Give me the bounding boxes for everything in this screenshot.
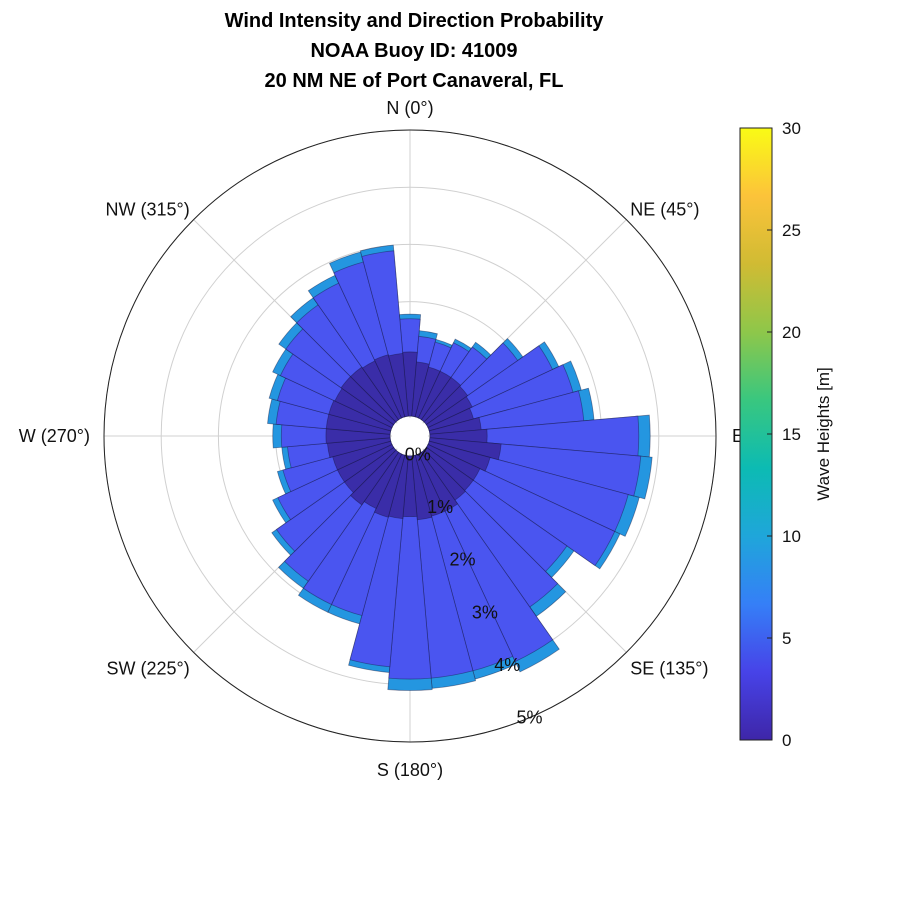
wind-bar-320-bin0 — [349, 366, 400, 423]
wind-bar-110-bin0 — [427, 440, 491, 472]
direction-label: NW (315°) — [106, 200, 190, 220]
radial-tick-label: 5% — [517, 708, 543, 728]
wind-bar-60-bin0 — [425, 396, 473, 429]
polar-labels: N (0°)NE (45°)ESE (135°)S (180°)SW (225°… — [19, 98, 744, 780]
direction-label: SW (225°) — [107, 658, 190, 678]
wind-bar-270-bin0 — [325, 428, 391, 444]
wind-bar-90-bin0 — [429, 428, 488, 444]
wind-bar-190-bin0 — [388, 454, 409, 520]
wind-bar-50-bin0 — [423, 385, 469, 426]
chart-title: Wind Intensity and Direction Probability… — [0, 6, 828, 96]
colorbar-tick-label: 20 — [782, 323, 801, 342]
wind-bar-330-bin0 — [361, 360, 403, 421]
wind-rose-bars — [267, 244, 653, 691]
wind-bar-350-bin0 — [388, 352, 409, 418]
direction-label: SE (135°) — [630, 658, 708, 678]
direction-label: W (270°) — [19, 426, 90, 446]
center-hole — [392, 418, 428, 454]
title-line-1: Wind Intensity and Direction Probability — [224, 10, 604, 32]
wind-bar-10-bin0 — [411, 361, 430, 418]
radial-tick-label: 0% — [405, 444, 431, 464]
wind-bar-290-bin0 — [328, 399, 393, 432]
wind-bar-100-bin0 — [428, 437, 502, 461]
colorbar: 0 5 10 15 20 25 30 Wave Heights [m] — [739, 119, 833, 750]
direction-label: S (180°) — [377, 760, 443, 780]
wind-bar-200-bin0 — [373, 453, 406, 518]
wind-bar-310-bin0 — [340, 375, 397, 426]
direction-label: N (0°) — [386, 98, 433, 118]
wind-bar-240-bin0 — [336, 443, 395, 483]
radial-tick-label: 4% — [494, 655, 520, 675]
wind-bar-220-bin0 — [349, 449, 400, 506]
wind-bar-130-bin0 — [423, 446, 474, 492]
direction-label: NE (45°) — [630, 200, 699, 220]
colorbar-tick-label: 25 — [782, 221, 801, 240]
wind-bar-20-bin0 — [414, 366, 441, 419]
colorbar-tick-label: 30 — [782, 119, 801, 138]
radial-tick-label: 2% — [450, 550, 476, 570]
colorbar-label: Wave Heights [m] — [814, 367, 833, 501]
wind-bar-150-bin0 — [417, 451, 459, 512]
wind-bar-180-bin0 — [402, 455, 418, 518]
outer-circle — [103, 129, 717, 743]
radial-tick-label: 1% — [427, 497, 453, 517]
colorbar-tick-label: 5 — [782, 629, 791, 648]
wind-bar-280-bin0 — [325, 413, 392, 435]
colorbar-tick-label: 10 — [782, 527, 801, 546]
wind-bar-230-bin0 — [343, 446, 397, 494]
wind-bar-140-bin0 — [420, 449, 466, 501]
radial-tick-label: 3% — [472, 602, 498, 622]
wind-bar-0-bin0 — [402, 351, 418, 417]
colorbar-tick-label: 15 — [782, 425, 801, 444]
wind-bar-40-bin0 — [420, 376, 462, 423]
title-line-2: NOAA Buoy ID: 41009 — [310, 40, 518, 62]
colorbar-tick-label: 0 — [782, 731, 791, 750]
title-line-3: 20 NM NE of Port Canaveral, FL — [264, 70, 564, 92]
